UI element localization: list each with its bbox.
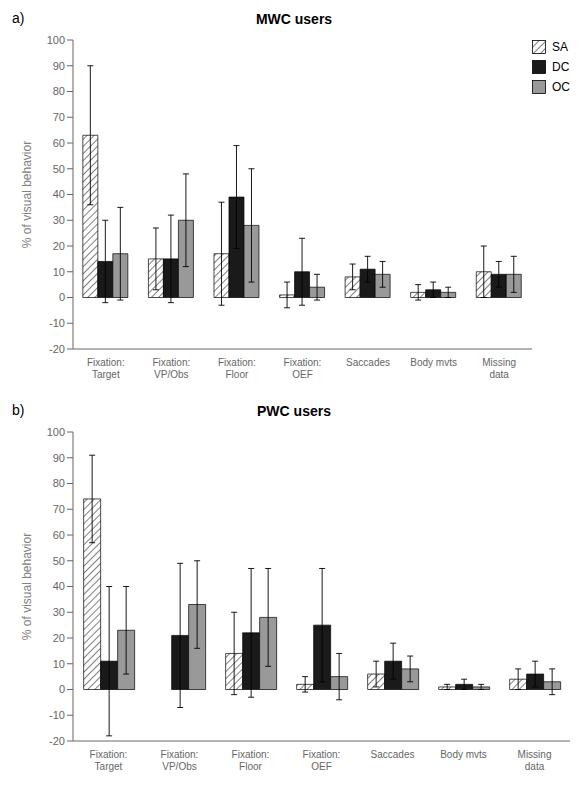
svg-text:Fixation:Floor: Fixation:Floor (218, 357, 256, 380)
svg-text:Fixation:VP/Obs: Fixation:VP/Obs (152, 357, 190, 380)
svg-text:-10: -10 (49, 709, 65, 721)
svg-text:10: 10 (53, 266, 65, 278)
svg-text:Fixation:OEF: Fixation:OEF (303, 749, 341, 772)
svg-text:20: 20 (53, 240, 65, 252)
svg-text:90: 90 (53, 60, 65, 72)
svg-text:Saccades: Saccades (371, 749, 415, 760)
svg-text:100: 100 (47, 426, 65, 438)
svg-text:80: 80 (53, 85, 65, 97)
svg-text:Saccades: Saccades (346, 357, 390, 368)
html-text:a): a) (12, 10, 25, 26)
svg-text:100: 100 (47, 34, 65, 46)
svg-text:40: 40 (53, 188, 65, 200)
svg-text:30: 30 (53, 606, 65, 618)
svg-text:70: 70 (53, 503, 65, 515)
svg-text:50: 50 (53, 163, 65, 175)
svg-text:-20: -20 (49, 735, 65, 747)
svg-text:% of visual behavior: % of visual behavior (20, 533, 34, 640)
svg-text:% of visual behavior: % of visual behavior (20, 141, 34, 248)
html-text:MWC users: MWC users (255, 11, 333, 27)
svg-text:0: 0 (59, 291, 65, 303)
svg-text:90: 90 (53, 452, 65, 464)
svg-text:10: 10 (53, 658, 65, 670)
html-text:PWC users: PWC users (257, 403, 331, 419)
svg-text:Body mvts: Body mvts (410, 357, 457, 368)
svg-text:20: 20 (53, 632, 65, 644)
svg-text:Fixation:Target: Fixation:Target (90, 749, 128, 772)
svg-text:-20: -20 (49, 343, 65, 355)
html-text:OC: OC (552, 80, 570, 94)
svg-text:Fixation:Target: Fixation:Target (87, 357, 125, 380)
svg-text:0: 0 (59, 683, 65, 695)
svg-text:40: 40 (53, 580, 65, 592)
svg-text:60: 60 (53, 137, 65, 149)
svg-text:50: 50 (53, 555, 65, 567)
svg-text:80: 80 (53, 477, 65, 489)
html-text:b): b) (12, 402, 25, 418)
svg-text:30: 30 (53, 214, 65, 226)
svg-text:Fixation:OEF: Fixation:OEF (284, 357, 322, 380)
svg-text:60: 60 (53, 529, 65, 541)
html-text:SA: SA (552, 40, 568, 54)
svg-text:Missingdata: Missingdata (482, 357, 516, 380)
html-text:DC: DC (552, 60, 570, 74)
svg-text:Missingdata: Missingdata (518, 749, 552, 772)
svg-text:70: 70 (53, 111, 65, 123)
svg-text:Body mvts: Body mvts (440, 749, 487, 760)
svg-text:-10: -10 (49, 317, 65, 329)
svg-text:Fixation:VP/Obs: Fixation:VP/Obs (161, 749, 199, 772)
svg-text:Fixation:Floor: Fixation:Floor (232, 749, 270, 772)
